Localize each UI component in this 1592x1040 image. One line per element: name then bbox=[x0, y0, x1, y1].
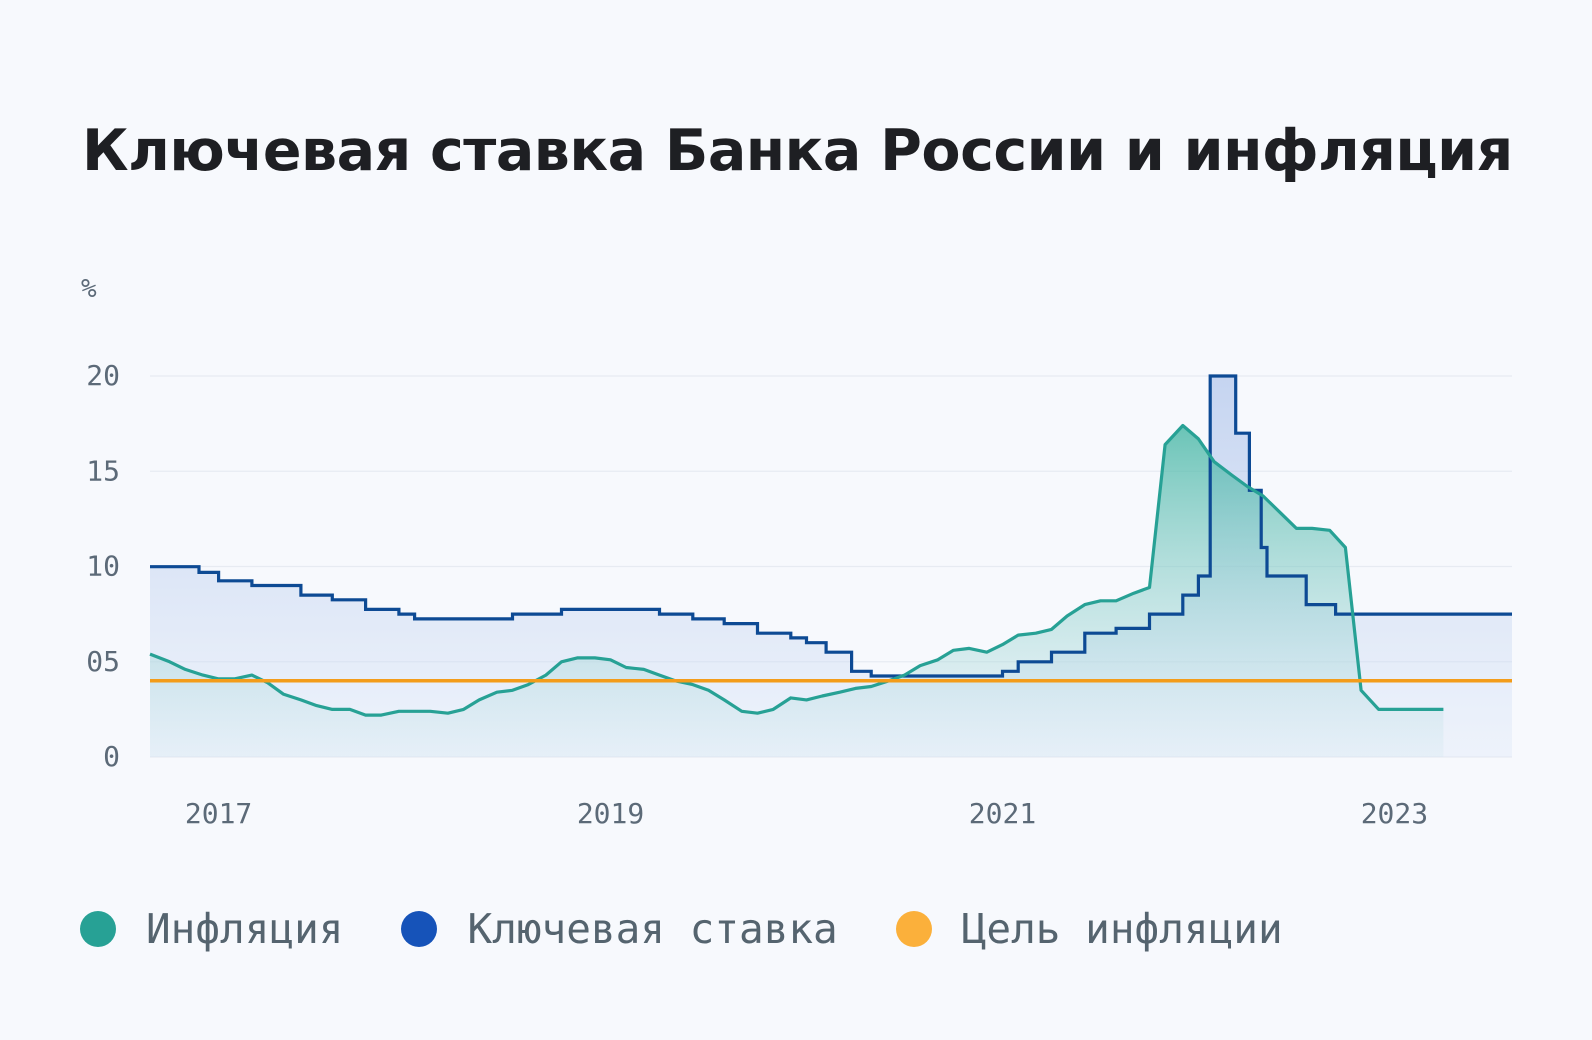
legend-target-label: Цель инфляции bbox=[961, 905, 1283, 953]
legend-key-rate-marker bbox=[401, 911, 438, 947]
legend-key-rate-label: Ключевая ставка bbox=[467, 905, 838, 953]
y-tick-label: 0 bbox=[103, 740, 120, 773]
key-rate-line bbox=[150, 374, 1512, 678]
x-tick-label: 2017 bbox=[185, 797, 252, 830]
legend-item-target: Цель инфляции bbox=[895, 905, 1283, 953]
y-axis-unit-label: % bbox=[81, 274, 97, 304]
series-lines bbox=[149, 374, 1512, 717]
legend: Инфляция Ключевая ставка Цель инфляции bbox=[80, 905, 1283, 953]
legend-item-key-rate: Ключевая ставка bbox=[401, 905, 838, 953]
x-tick-label: 2019 bbox=[577, 797, 644, 830]
x-tick-label: 2021 bbox=[969, 797, 1036, 830]
y-tick-label: 15 bbox=[86, 454, 120, 487]
y-tick-label: 20 bbox=[86, 359, 120, 392]
x-axis-ticks: 2017 2019 2021 2023 bbox=[185, 797, 1428, 830]
inflation-line bbox=[149, 423, 1444, 717]
y-axis-ticks: 0 05 10 15 20 bbox=[86, 359, 120, 773]
legend-inflation-label: Инфляция bbox=[146, 905, 344, 953]
chart-title: Ключевая ставка Банка России и инфляция bbox=[82, 118, 1513, 184]
area-fills bbox=[150, 376, 1512, 757]
inflation-area bbox=[150, 425, 1444, 757]
legend-target-marker bbox=[895, 911, 932, 947]
legend-inflation-marker bbox=[80, 911, 116, 947]
y-tick-label: 05 bbox=[86, 645, 120, 678]
legend-item-inflation: Инфляция bbox=[80, 905, 343, 953]
y-tick-label: 10 bbox=[86, 550, 120, 583]
x-tick-label: 2023 bbox=[1361, 797, 1428, 830]
